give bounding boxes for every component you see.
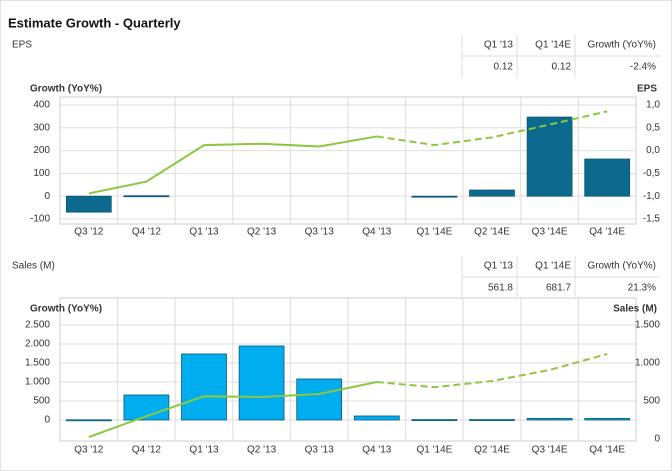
y2-tick-label: 500 [643, 396, 660, 407]
x-tick-label: Q2 '14E [474, 227, 510, 238]
bar [238, 345, 285, 421]
y-tick-label: 1.000 [25, 377, 50, 388]
y-tick-label: 2.500 [25, 320, 50, 331]
y2-tick-label: 1.000 [635, 358, 660, 369]
x-tick-label: Q3 '14E [532, 445, 568, 456]
bar [584, 418, 631, 421]
x-tick-label: Q3 '12 [74, 227, 104, 238]
x-tick-label: Q2 '14E [474, 445, 510, 456]
summary-value: 0.12 [552, 62, 572, 73]
line [376, 110, 608, 147]
axis-title: Growth (YoY%) [30, 84, 102, 95]
section-label: Sales (M) [12, 261, 55, 272]
x-tick-label: Q2 '13 [247, 227, 277, 238]
axis-title: Growth (YoY%) [30, 304, 102, 315]
y2-tick-label: 0,0 [646, 145, 660, 156]
y-tick-label: 200 [33, 145, 50, 156]
summary-value: 21.3% [628, 283, 656, 294]
x-tick-label: Q4 '14E [589, 227, 625, 238]
x-tick-label: Q1 '13 [189, 227, 219, 238]
y2-tick-label: 0 [654, 434, 660, 445]
x-tick-label: Q4 '13 [362, 445, 392, 456]
bar [65, 419, 112, 422]
page-title: Estimate Growth - Quarterly [8, 15, 181, 30]
bar [411, 195, 458, 198]
section-label: EPS [12, 40, 32, 51]
summary-header: Q1 '14E [535, 40, 571, 51]
y-tick-label: 500 [33, 396, 50, 407]
summary-value: 681.7 [546, 283, 571, 294]
axis-title: EPS [637, 84, 657, 95]
axis-title: Sales (M) [613, 304, 657, 315]
y-tick-label: 1.500 [25, 358, 50, 369]
x-tick-label: Q4 '14E [589, 445, 625, 456]
x-tick-label: Q3 '12 [74, 445, 104, 456]
line [376, 353, 608, 389]
summary-header: Q1 '13 [484, 261, 514, 272]
x-tick-label: Q3 '13 [305, 445, 335, 456]
bar [181, 353, 227, 421]
y-tick-label: 300 [33, 122, 50, 133]
bar [296, 378, 343, 421]
summary-value: 561.8 [488, 283, 513, 294]
y2-tick-label: 1.500 [635, 320, 660, 331]
bar [469, 189, 515, 197]
x-tick-label: Q4 '12 [132, 445, 162, 456]
y-tick-label: 0 [44, 191, 50, 202]
summary-header: Q1 '13 [484, 40, 514, 51]
bar [411, 419, 458, 422]
bar [584, 158, 631, 197]
x-tick-label: Q3 '14E [532, 227, 568, 238]
y2-tick-label: -1,0 [643, 191, 661, 202]
y2-tick-label: -1,5 [643, 214, 661, 225]
x-tick-label: Q1 '14E [416, 227, 452, 238]
bar [123, 195, 170, 198]
bar [469, 419, 515, 422]
line [88, 381, 378, 438]
x-tick-label: Q4 '12 [132, 227, 162, 238]
bar [353, 415, 400, 421]
y-tick-label: 400 [33, 100, 50, 111]
summary-header: Growth (YoY%) [587, 261, 656, 272]
summary-value: -2.4% [630, 62, 656, 73]
summary-value: 0.12 [494, 62, 514, 73]
x-tick-label: Q1 '13 [189, 445, 219, 456]
summary-header: Q1 '14E [535, 261, 571, 272]
y2-tick-label: -0,5 [643, 168, 661, 179]
bar [526, 116, 573, 197]
line [88, 135, 377, 195]
y-tick-label: 0 [44, 415, 50, 426]
bar [65, 195, 112, 213]
y-tick-label: -100 [30, 214, 50, 225]
bar [526, 418, 573, 421]
y2-tick-label: 0,5 [646, 122, 660, 133]
x-tick-label: Q3 '13 [305, 227, 335, 238]
y2-tick-label: 1,0 [646, 100, 660, 111]
y-tick-label: 2.000 [25, 339, 50, 350]
x-tick-label: Q1 '14E [416, 445, 452, 456]
summary-header: Growth (YoY%) [587, 40, 656, 51]
x-tick-label: Q2 '13 [247, 445, 277, 456]
y-tick-label: 100 [33, 168, 50, 179]
x-tick-label: Q4 '13 [362, 227, 392, 238]
